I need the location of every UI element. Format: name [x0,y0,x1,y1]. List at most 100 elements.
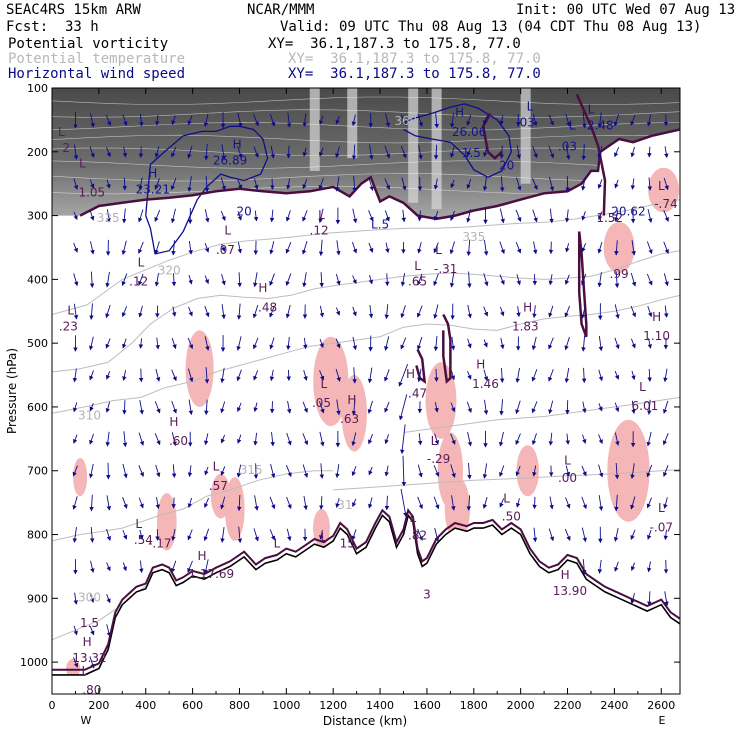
pv-label: H [652,310,661,324]
pv-label: L [564,453,571,467]
wind-speed-label: 20 [499,159,514,173]
shading-streak [408,88,419,203]
wind-vector [614,146,620,158]
theta-label: 310 [78,409,101,423]
wind-vector [663,241,669,255]
wind-vector [467,271,472,289]
wind-vector [401,209,406,223]
wind-vector [204,336,210,351]
wind-vector [220,401,226,414]
pv-label: .65 [408,275,427,289]
wind-vector [319,529,324,540]
wind-vector [565,243,570,253]
strat-isentrope [52,109,680,118]
wind-vector [581,273,587,286]
pv-label: H [258,281,267,295]
wind-vector [105,431,111,447]
wind-vector [335,368,341,382]
wind-vector [269,496,276,510]
wind-vector [564,367,570,384]
wind-vector [663,209,669,222]
wind-vector [170,177,177,191]
wind-vector [319,305,325,318]
wind-vector [171,115,176,126]
wind-vector [105,371,111,380]
wind-vector [467,338,472,349]
wind-vector [384,495,390,511]
wind-vector [286,178,291,190]
pv-label: L [138,256,145,270]
wind-vector [467,462,472,480]
pv-label: H [476,358,485,372]
wind-vector [138,465,144,477]
wind-vector [154,209,161,223]
wind-vector [499,498,505,508]
wind-vector [384,145,391,159]
wind-vector [285,304,291,319]
wind-vector [581,496,587,510]
axes: 0 200 400 600 800 1000 1200 1400 1600 1800 2000 220… [20,82,680,712]
wind-vector [564,274,570,285]
pv-label: 1.46 [472,377,499,391]
pv-label: .00 [558,471,577,485]
negative-pv-blob [516,445,539,497]
init-label: Init: 00 UTC Wed 07 Aug 13 [516,2,736,18]
wind-vector [352,275,357,285]
wind-vector [254,495,259,511]
wind-vector [630,496,636,510]
pv-contour [415,348,427,384]
wind-vector [384,210,390,222]
theta-label: 360 [394,114,417,128]
wind-vector [286,528,292,542]
wind-vector [549,496,554,510]
wind-vector [532,209,538,223]
wind-vector [88,336,94,351]
wind-vector [220,177,226,191]
wind-vector [646,497,652,509]
wind-vector [499,176,505,192]
wind-vector [417,433,423,446]
wind-vector [319,338,324,349]
wind-vector [335,307,341,316]
wind-vector [498,431,504,447]
pv-label: -.74 [654,197,677,211]
wind-vector [598,335,604,352]
strat-isentrope [52,173,680,182]
wind-vector [581,177,586,191]
legend-pv-xy: XY= 36.1,187.3 to 175.8, 77.0 [268,36,521,52]
wind-vector [483,147,488,158]
wind-vector [417,464,423,478]
wind-vector [548,176,555,192]
wind-vector [548,274,554,286]
wind-vector [139,113,144,127]
pv-label: .57 [209,479,228,493]
wind-vector [417,242,422,254]
wind-vector [204,143,209,161]
wind-vector [581,211,586,221]
wind-vector [548,528,555,542]
wind-vector [122,146,128,158]
wind-vector [663,465,669,477]
wind-vector [187,465,193,478]
pv-label: H [169,415,178,429]
wind-vector [302,178,308,190]
wind-vector [204,305,210,318]
wind-vector [582,401,587,414]
theta-label: 325 [97,211,120,225]
wind-vector [171,528,176,542]
wind-vector [613,113,620,127]
wind-vector [236,369,242,382]
pv-label: L [213,460,220,474]
wind-vector [499,465,505,477]
wind-vector [204,275,209,285]
wind-vector [336,399,341,416]
wind-vector [155,464,161,478]
shading-streak [309,88,320,171]
wind-vector [647,177,653,191]
wind-vector [417,496,423,510]
negative-pv-blob [607,419,650,522]
terrain-profile [52,507,680,694]
wind-vector [433,304,439,319]
wind-vector [105,305,111,319]
wind-vector [385,242,390,254]
